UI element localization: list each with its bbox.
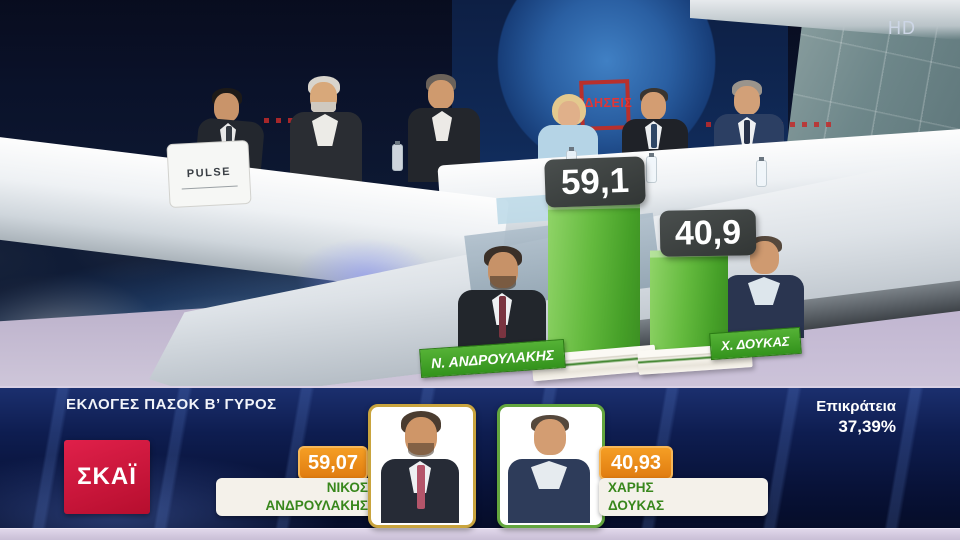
water-bottle	[646, 153, 657, 183]
bar-value-doukas: 40,9	[659, 209, 757, 257]
region-value: 37,39%	[838, 417, 896, 436]
result-value-doukas: 40,93	[599, 446, 673, 480]
bar-androulakis	[548, 201, 640, 361]
lower-third-banner	[0, 386, 960, 530]
result-name-doukas: ΧΑΡΗΣ ΔΟΥΚΑΣ	[599, 478, 768, 516]
pulse-laptop: PULSE	[166, 139, 252, 209]
water-bottle	[756, 157, 767, 187]
pulse-logo-label: PULSE	[186, 165, 232, 181]
photo-androulakis	[368, 404, 476, 528]
water-bottle	[392, 141, 403, 171]
name-last: ΑΝΔΡΟΥΛΑΚΗΣ	[265, 498, 368, 513]
region-label: Επικράτεια	[816, 398, 896, 415]
screen-red-ticker-small	[264, 118, 310, 123]
result-value-androulakis: 59,07	[298, 446, 368, 480]
result-name-androulakis: ΝΙΚΟΣ ΑΝΔΡΟΥΛΑΚΗΣ	[216, 478, 377, 516]
pulse-logo-underline	[181, 185, 238, 190]
name-first: ΝΙΚΟΣ	[326, 480, 368, 496]
region-results: Επικράτεια 37,39%	[816, 398, 896, 437]
lower-third: ΕΚΛΟΓΕΣ ΠΑΣΟΚ Β’ ΓΥΡΟΣ Επικράτεια 37,39%…	[0, 386, 960, 540]
name-last: ΔΟΥΚΑΣ	[608, 498, 665, 513]
skai-channel-logo: ΣΚΑΪ	[64, 440, 150, 514]
name-first: ΧΑΡΗΣ	[608, 480, 654, 496]
news-sign-label: ΕΙΔΗΣΕΙΣ	[571, 96, 633, 110]
photo-doukas	[497, 404, 605, 528]
hd-badge: HD	[888, 18, 916, 38]
panelist-2	[290, 76, 366, 188]
news-sign: ΕΙΔΗΣΕΙΣ	[566, 76, 638, 138]
lower-third-title: ΕΚΛΟΓΕΣ ΠΑΣΟΚ Β’ ΓΥΡΟΣ	[66, 396, 277, 413]
lower-third-bottom-strip	[0, 528, 960, 540]
bar-value-androulakis: 59,1	[544, 156, 646, 208]
